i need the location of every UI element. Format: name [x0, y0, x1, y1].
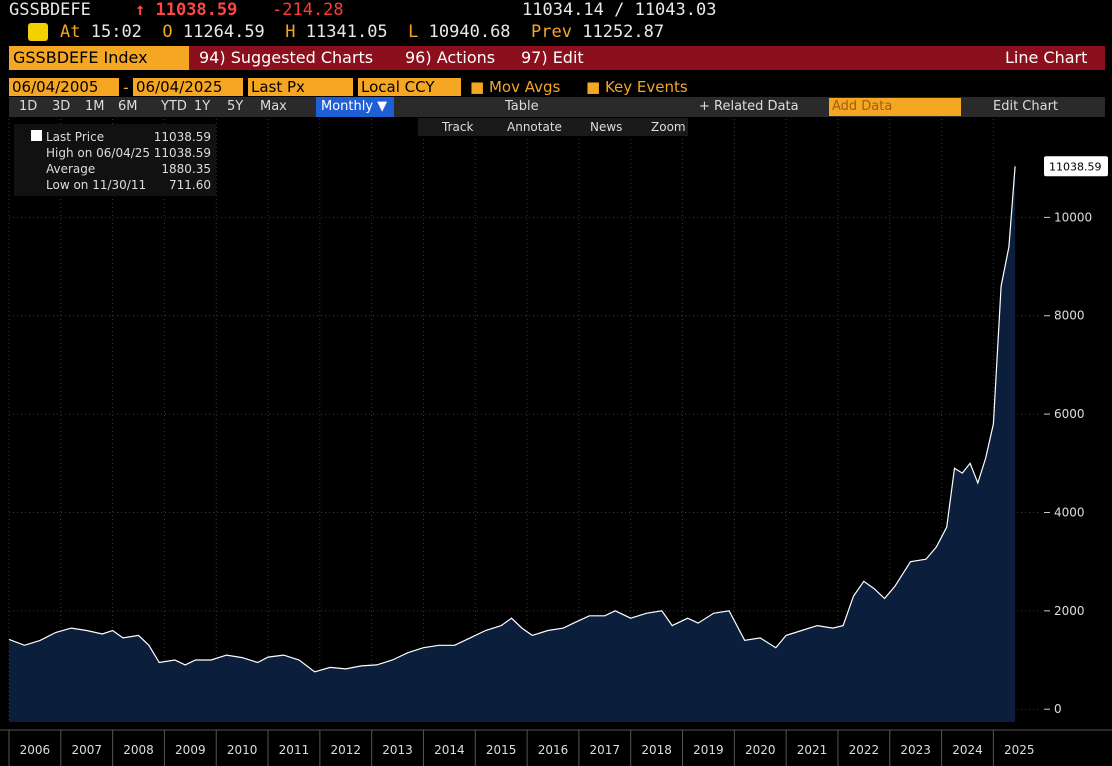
label: L — [408, 22, 419, 42]
label: Prev — [531, 22, 572, 42]
legend-value: 11038.59 — [154, 130, 211, 144]
label: At — [60, 22, 81, 42]
last-value-label: 11038.59 — [1049, 160, 1102, 173]
x-tick-label: 2021 — [797, 743, 828, 757]
x-tick-label: 2008 — [123, 743, 154, 757]
period[interactable]: 6M — [118, 99, 138, 114]
value: 11252.87 — [582, 22, 665, 42]
x-tick-label: 2024 — [952, 743, 983, 757]
start-date[interactable]: 06/04/2005 — [9, 78, 119, 96]
bid-ask: 11034.14 / 11043.03 — [522, 0, 717, 20]
dash: - — [123, 78, 129, 97]
mov-avgs[interactable]: ■ Mov Avgs — [470, 78, 561, 96]
menu-bar: GSSBDEFE Index 94) Suggested Charts 96) … — [9, 46, 1105, 70]
last-value-box — [1044, 156, 1108, 177]
security-box[interactable] — [9, 46, 189, 70]
period[interactable]: 1M — [85, 99, 105, 114]
value: 11264.59 — [182, 22, 265, 42]
key-events[interactable]: ■ Key Events — [586, 78, 688, 96]
y-tick-label: 8000 — [1054, 309, 1085, 323]
y-tick-label: 10000 — [1054, 210, 1092, 224]
x-tick-label: 2020 — [745, 743, 776, 757]
chart: 0 2000 4000 6000 8000 10000 2006 2007 2008 2009 20… — [0, 118, 1112, 766]
x-tick-label: 2010 — [227, 743, 258, 757]
period[interactable]: 1Y — [194, 99, 211, 114]
label: Key Events — [604, 78, 688, 96]
chart-tool[interactable]: Annotate — [507, 120, 562, 134]
legend-bg — [14, 124, 216, 196]
frequency[interactable]: Monthly ▼ — [321, 99, 388, 114]
x-tick-label: 2022 — [849, 743, 880, 757]
y-tick-label: 6000 — [1054, 407, 1085, 421]
value: 15:02 — [90, 22, 142, 42]
area — [9, 166, 1016, 723]
toolbar: Monthly ▼ Table + Related Data Add Data … — [9, 97, 1105, 117]
x-tick-label: 2025 — [1004, 743, 1035, 757]
label: Mov Avgs — [488, 78, 561, 96]
alert-icon[interactable] — [28, 23, 48, 41]
chart-tool[interactable]: Track — [441, 120, 473, 134]
legend-value: 11038.59 — [154, 146, 211, 160]
line — [8, 166, 1016, 673]
related[interactable]: + Related Data — [699, 99, 799, 114]
legend-label: Last Price — [46, 130, 104, 144]
end-date[interactable]: 06/04/2025 — [133, 78, 243, 96]
x-tick-label: 2007 — [71, 743, 102, 757]
menu-item[interactable]: 97) Edit — [521, 48, 584, 67]
x-tick-label: 2011 — [279, 743, 310, 757]
y-tick-label: 2000 — [1054, 604, 1085, 618]
x-tick-label: 2012 — [330, 743, 361, 757]
quote-line: At 15:02 O 11264.59 H 11341.05 L 10940.6… — [60, 22, 664, 42]
last-value: 11038.59 — [155, 0, 238, 20]
menu-item[interactable]: 96) Actions — [405, 48, 496, 67]
chart-tool[interactable]: Zoom — [651, 120, 686, 134]
legend-value: 1880.35 — [161, 162, 211, 176]
period[interactable]: 5Y — [227, 99, 244, 114]
legend-label: Average — [46, 162, 95, 176]
x-tick-label: 2009 — [175, 743, 206, 757]
currency[interactable]: Local CCY — [358, 78, 461, 96]
x-tick-label: 2015 — [486, 743, 517, 757]
label: O — [162, 22, 173, 42]
edit-chart[interactable]: Edit Chart — [993, 99, 1059, 114]
value: 10940.68 — [428, 22, 511, 42]
add-data[interactable]: Add Data — [832, 99, 893, 114]
period[interactable]: 3D — [52, 99, 71, 114]
chart-tool[interactable]: News — [590, 120, 622, 134]
field[interactable]: Last Px — [248, 78, 353, 96]
x-tick-label: 2018 — [641, 743, 672, 757]
change: -214.28 — [272, 0, 344, 20]
x-tick-label: 2013 — [382, 743, 413, 757]
security[interactable]: GSSBDEFE Index — [13, 48, 148, 67]
x-tick-label: 2023 — [900, 743, 931, 757]
x-tick-label: 2017 — [590, 743, 621, 757]
add-data-box[interactable] — [829, 98, 961, 116]
last: ↑ 11038.59 — [135, 0, 238, 20]
value: 11341.05 — [305, 22, 388, 42]
x-tick-label: 2014 — [434, 743, 465, 757]
tools-bg — [418, 118, 688, 136]
y-tick-label: 4000 — [1054, 505, 1085, 519]
view[interactable]: Line Chart — [1005, 48, 1088, 67]
x-tick-label: 2019 — [693, 743, 724, 757]
ticker: GSSBDEFE — [9, 0, 91, 20]
x-tick-label: 2006 — [20, 743, 51, 757]
menu-item[interactable]: 94) Suggested Charts — [199, 48, 374, 67]
table[interactable]: Table — [505, 99, 539, 114]
y-tick-label: 0 — [1054, 702, 1062, 716]
period[interactable]: 1D — [19, 99, 38, 114]
legend-label: Low on 11/30/11 — [46, 178, 146, 192]
frequency-box[interactable] — [316, 97, 394, 117]
period[interactable]: YTD — [161, 99, 187, 114]
period[interactable]: Max — [260, 99, 287, 114]
label: H — [285, 22, 296, 42]
legend-value: 711.60 — [169, 178, 211, 192]
x-tick-label: 2016 — [538, 743, 569, 757]
legend-swatch — [31, 130, 42, 141]
legend-label: High on 06/04/25 — [46, 146, 150, 160]
